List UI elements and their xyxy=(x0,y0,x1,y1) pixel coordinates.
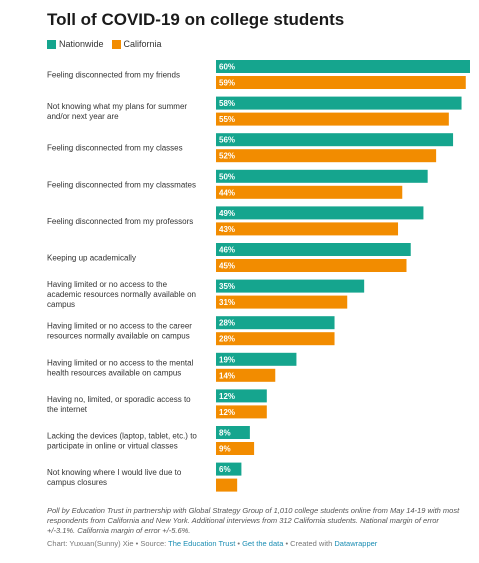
category-label: academic resources normally available on xyxy=(47,290,196,299)
category-label: Not knowing what my plans for summer xyxy=(47,102,187,111)
data-label-nationwide: 46% xyxy=(219,246,235,255)
bar-nationwide-12 xyxy=(216,462,242,476)
bar-california-2 xyxy=(216,112,449,126)
category-label: Feeling disconnected from my professors xyxy=(47,217,193,226)
bar-california-6 xyxy=(216,259,407,272)
category-label: Feeling disconnected from my classmates xyxy=(47,180,196,189)
credits-line: Chart: Yuxuan(Sunny) Xie • Source: The E… xyxy=(47,539,467,549)
legend-swatch-california xyxy=(111,39,121,49)
datawrapper-link[interactable]: Datawrapper xyxy=(334,539,378,548)
source-link[interactable]: The Education Trust xyxy=(168,539,236,548)
bar-nationwide-4 xyxy=(216,169,428,183)
category-label: resources normally available on campus xyxy=(47,332,190,341)
category-label: Keeping up academically xyxy=(47,254,136,263)
legend-label-california: California xyxy=(123,39,162,49)
data-label-california: 43% xyxy=(219,225,235,234)
credit-sep-2: • Created with xyxy=(283,539,335,548)
data-label-california: 59% xyxy=(219,79,235,88)
get-data-link[interactable]: Get the data xyxy=(242,539,284,548)
bar-california-5 xyxy=(216,222,399,236)
data-label-nationwide: 49% xyxy=(219,209,235,218)
data-label-nationwide: 60% xyxy=(219,63,235,72)
data-label-california: 55% xyxy=(219,115,235,124)
data-label-california: 44% xyxy=(219,188,235,197)
data-label-california: 9% xyxy=(219,445,231,454)
category-label: Having limited or no access to the caree… xyxy=(47,322,192,331)
legend-swatch-nationwide xyxy=(47,39,56,49)
bar-nationwide-2 xyxy=(216,96,462,110)
bar-california-10 xyxy=(216,405,267,419)
data-label-nationwide: 19% xyxy=(219,355,235,364)
data-label-nationwide: 28% xyxy=(219,319,235,328)
category-label: Feeling disconnected from my friends xyxy=(47,71,180,80)
bar-california-4 xyxy=(216,185,403,199)
data-label-california: 31% xyxy=(219,298,235,307)
bar-california-8 xyxy=(216,332,335,346)
data-label-nationwide: 8% xyxy=(219,429,231,438)
category-label: the internet xyxy=(47,405,88,414)
bar-nationwide-5 xyxy=(216,206,424,220)
chart-title: Toll of COVID-19 on college students xyxy=(47,10,345,29)
category-label: Feeling disconnected from my classes xyxy=(47,144,183,153)
legend: Nationwide California xyxy=(47,39,170,49)
category-label: and/or next year are xyxy=(47,112,119,121)
legend-label-nationwide: Nationwide xyxy=(59,39,104,49)
category-label: campus xyxy=(47,300,75,309)
category-label: participate in online or virtual classes xyxy=(47,442,178,451)
data-label-nationwide: 6% xyxy=(219,465,231,474)
bar-california-1 xyxy=(216,76,466,89)
category-label: Having no, limited, or sporadic access t… xyxy=(47,395,191,404)
category-label: health resources available on campus xyxy=(47,368,181,377)
legend-item-california: California xyxy=(111,39,162,49)
bar-nationwide-10 xyxy=(216,389,267,403)
category-label: Lacking the devices (laptop, tablet, etc… xyxy=(47,432,197,441)
data-label-nationwide: 35% xyxy=(219,282,235,291)
data-label-california: 52% xyxy=(219,152,235,161)
chart-footer: Poll by Education Trust in partnership w… xyxy=(47,506,467,549)
data-label-nationwide: 56% xyxy=(219,136,235,145)
bar-nationwide-6 xyxy=(216,243,411,256)
footnote: Poll by Education Trust in partnership w… xyxy=(47,506,460,535)
bar-nationwide-7 xyxy=(216,279,365,293)
category-label: campus closures xyxy=(47,478,107,487)
category-label: Having limited or no access to the xyxy=(47,280,168,289)
bar-nationwide-3 xyxy=(216,133,454,147)
data-label-california: 45% xyxy=(219,262,235,271)
bar-california-3 xyxy=(216,149,437,163)
data-label-nationwide: 12% xyxy=(219,392,235,401)
bar-nationwide-1 xyxy=(216,60,470,73)
bar-chart: Feeling disconnected from my friends 60% 5… xyxy=(47,60,470,492)
bar-california-11 xyxy=(216,442,255,455)
legend-item-nationwide: Nationwide xyxy=(47,39,104,49)
data-label-california: 14% xyxy=(219,371,235,380)
bar-nationwide-9 xyxy=(216,352,297,366)
bar-california-12 xyxy=(216,478,238,492)
credit-prefix: Chart: Yuxuan(Sunny) Xie • Source: xyxy=(47,539,169,548)
credit-sep-1: • xyxy=(235,539,243,548)
bar-california-7 xyxy=(216,295,348,309)
bar-california-9 xyxy=(216,368,276,382)
data-label-nationwide: 58% xyxy=(219,99,235,108)
bar-nationwide-11 xyxy=(216,426,250,439)
bar-nationwide-8 xyxy=(216,316,335,330)
data-label-california: 28% xyxy=(219,335,235,344)
data-label-california: 12% xyxy=(219,408,235,417)
category-label: Not knowing where I would live due to xyxy=(47,468,182,477)
category-label: Having limited or no access to the menta… xyxy=(47,358,194,367)
data-label-nationwide: 50% xyxy=(219,172,235,181)
